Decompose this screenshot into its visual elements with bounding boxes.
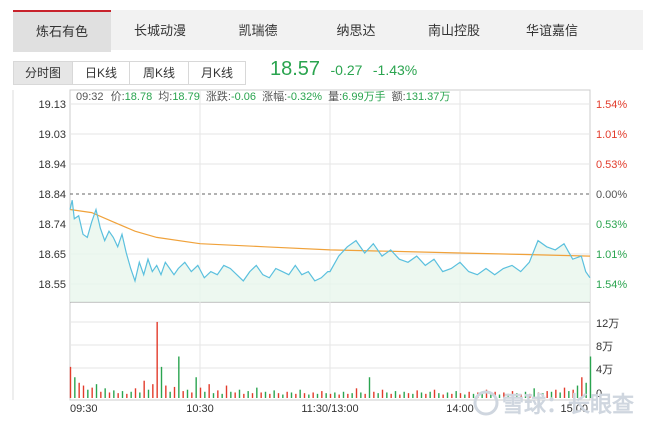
info-volume: 6.99万手 [342, 89, 385, 103]
pct-axis-label: 0.53% [596, 159, 627, 171]
volume-bars [69, 321, 592, 398]
current-price: 18.57 [270, 58, 321, 80]
quote: 18.57 -0.27 -1.43% [270, 58, 417, 81]
info-time: 09:32 [76, 91, 104, 103]
volume-axis-label: 4万 [596, 364, 613, 376]
watermark-text: 雪球：长眼查 [502, 392, 634, 417]
tab-monthly-k[interactable]: 月K线 [189, 61, 246, 85]
time-axis-label: 10:30 [186, 403, 214, 415]
price-line [69, 200, 591, 284]
stock-tab-1[interactable]: 炼石有色 [13, 10, 111, 52]
pct-axis-label: 1.01% [596, 129, 627, 141]
pct-axis-label: 0.00% [596, 189, 627, 201]
price-axis-label: 18.94 [38, 159, 66, 171]
price-area [70, 200, 590, 302]
price-axis-label: 18.74 [38, 219, 66, 231]
info-change-label: 涨跌: [206, 89, 231, 103]
stock-tab-3[interactable]: 凯瑞德 [238, 23, 278, 38]
stock-tab-6[interactable]: 华谊嘉信 [525, 23, 578, 38]
info-amount: 131.37万 [406, 91, 451, 103]
watermark: 雪球：长眼查 [473, 390, 634, 417]
stock-tab-2[interactable]: 长城动漫 [133, 23, 186, 38]
time-axis-label: 11:30/13:00 [301, 403, 358, 415]
price-axis-label: 19.13 [38, 99, 66, 111]
info-amount-label: 额: [392, 90, 406, 103]
tab-daily-k[interactable]: 日K线 [73, 61, 130, 85]
price-axis-label: 18.55 [38, 279, 66, 291]
info-bar: 09:32 价:18.78 均:18.79 涨跌:-0.06 涨幅:-0.32%… [76, 89, 450, 103]
price-change: -0.27 [330, 62, 363, 78]
info-price-label: 价: [111, 90, 125, 103]
volume-axis-label: 0 [596, 388, 602, 400]
stock-tab-5[interactable]: 南山控股 [427, 23, 480, 38]
pct-axis-label: 0.53% [596, 219, 627, 231]
avg-line [69, 208, 591, 257]
price-change-pct: -1.43% [372, 62, 418, 78]
volume-axis-label: 12万 [596, 318, 619, 330]
time-axis-label: 09:30 [70, 403, 98, 415]
price-axis-label: 18.84 [38, 189, 66, 201]
time-axis-label: 14:00 [446, 403, 474, 415]
info-volume-label: 量: [328, 90, 342, 103]
snowball-logo-icon [473, 390, 499, 416]
tab-intraday[interactable]: 分时图 [13, 61, 73, 85]
pct-axis-label: 1.54% [596, 99, 627, 111]
info-avg: 18.79 [172, 91, 200, 103]
info-pct-label: 涨幅: [262, 90, 287, 103]
info-change: -0.06 [231, 91, 256, 103]
info-price: 18.78 [125, 91, 153, 103]
time-axis-label: 15:00 [560, 403, 588, 415]
stock-tab-bar: 炼石有色 长城动漫 凯瑞德 纳思达 南山控股 华谊嘉信 [13, 10, 643, 52]
pct-axis-label: 1.01% [596, 249, 627, 261]
grid [70, 90, 590, 398]
price-axis-label: 19.03 [38, 129, 66, 141]
volume-axis-label: 8万 [596, 341, 613, 353]
info-avg-label: 均: [158, 90, 172, 103]
period-tab-bar: 分时图 日K线 周K线 月K线 [13, 61, 246, 85]
tab-weekly-k[interactable]: 周K线 [130, 61, 189, 85]
price-axis-label: 18.65 [38, 249, 66, 261]
stock-tab-4[interactable]: 纳思达 [336, 23, 376, 38]
info-pct: -0.32% [287, 91, 322, 103]
pct-axis-label: 1.54% [596, 279, 627, 291]
